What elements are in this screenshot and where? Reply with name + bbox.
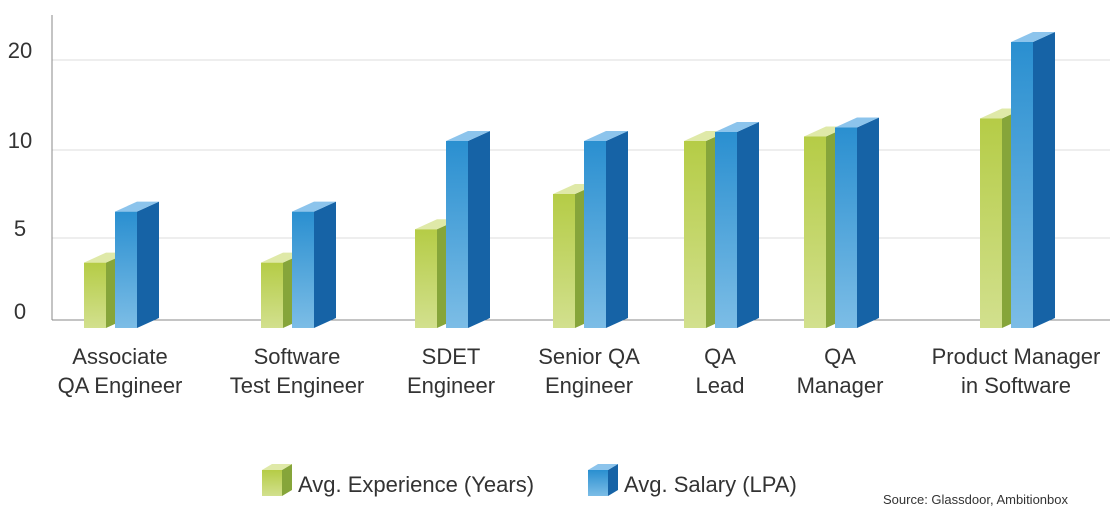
bar-salary — [584, 131, 628, 328]
legend-swatch-side — [282, 464, 292, 496]
bar-top-face — [292, 201, 336, 212]
y-tick-label: 10 — [8, 128, 32, 153]
y-tick-label: 5 — [14, 216, 26, 241]
y-tick-labels: 0 5 10 20 — [8, 38, 32, 324]
bar-front-face — [553, 194, 575, 328]
bar-salary — [446, 131, 490, 328]
bar-front-face — [446, 141, 468, 328]
bar-side-face — [314, 201, 336, 328]
bar-front-face — [84, 262, 106, 328]
legend-swatch-side — [608, 464, 618, 496]
legend-swatch-top — [588, 464, 618, 470]
category-label: Senior QA Engineer — [538, 344, 640, 398]
legend-swatch-top — [262, 464, 292, 470]
bar-top-face — [835, 117, 879, 128]
bar-front-face — [715, 132, 737, 328]
bar-salary — [715, 122, 759, 328]
y-tick-label: 20 — [8, 38, 32, 63]
bar-side-face — [1033, 32, 1055, 328]
category-label: Software Test Engineer — [230, 344, 365, 398]
bar-salary — [115, 201, 159, 328]
bar-front-face — [261, 262, 283, 328]
bar-top-face — [1011, 32, 1055, 42]
bar-top-face — [446, 131, 490, 141]
bar-side-face — [137, 201, 159, 328]
category-label-line: Associate — [72, 344, 167, 369]
category-label: QA Lead — [696, 344, 745, 398]
category-label-line: QA — [824, 344, 856, 369]
bar-front-face — [835, 127, 857, 328]
bars — [84, 32, 1055, 328]
bar-front-face — [684, 141, 706, 328]
category-labels: Associate QA Engineer Software Test Enginee… — [58, 344, 1101, 398]
bar-side-face — [468, 131, 490, 328]
bar-side-face — [606, 131, 628, 328]
bar-front-face — [415, 229, 437, 328]
bar-front-face — [980, 118, 1002, 328]
y-tick-label: 0 — [14, 299, 26, 324]
category-label-line: in Software — [961, 373, 1071, 398]
bar-front-face — [1011, 42, 1033, 328]
bar-front-face — [115, 211, 137, 328]
category-label-line: Manager — [797, 373, 884, 398]
legend-label: Avg. Salary (LPA) — [624, 472, 797, 497]
category-label-line: QA Engineer — [58, 373, 183, 398]
category-label-line: Test Engineer — [230, 373, 365, 398]
category-label-line: Engineer — [545, 373, 633, 398]
legend: Avg. Experience (Years) Avg. Salary (LPA) — [262, 464, 797, 497]
bar-front-face — [292, 211, 314, 328]
bar-front-face — [804, 136, 826, 328]
bar-salary — [292, 201, 336, 328]
category-label: SDET Engineer — [407, 344, 495, 398]
bar-side-face — [857, 117, 879, 328]
bar-top-face — [715, 122, 759, 132]
bar-front-face — [584, 141, 606, 328]
source-note: Source: Glassdoor, Ambitionbox — [883, 492, 1068, 507]
legend-item: Avg. Experience (Years) — [262, 464, 534, 497]
category-label: QA Manager — [797, 344, 884, 398]
bar-salary — [835, 117, 879, 328]
category-label-line: Senior QA — [538, 344, 640, 369]
category-label-line: Software — [254, 344, 341, 369]
category-label-line: Product Manager — [932, 344, 1101, 369]
category-label-line: SDET — [422, 344, 481, 369]
category-label: Associate QA Engineer — [58, 344, 183, 398]
bar-salary — [1011, 32, 1055, 328]
legend-item: Avg. Salary (LPA) — [588, 464, 797, 497]
category-label: Product Manager in Software — [932, 344, 1101, 398]
bar-top-face — [584, 131, 628, 141]
category-label-line: QA — [704, 344, 736, 369]
category-label-line: Lead — [696, 373, 745, 398]
category-label-line: Engineer — [407, 373, 495, 398]
legend-swatch-front — [262, 470, 282, 496]
bar-side-face — [737, 122, 759, 328]
bar-top-face — [115, 201, 159, 212]
legend-swatch-front — [588, 470, 608, 496]
legend-label: Avg. Experience (Years) — [298, 472, 534, 497]
